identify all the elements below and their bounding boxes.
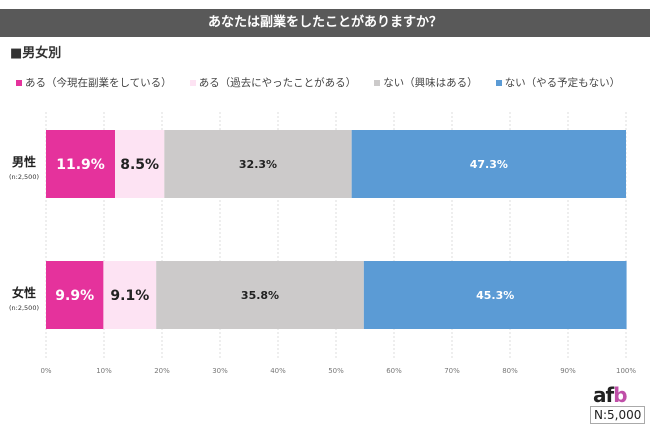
x-tick-label: 40% [270, 367, 286, 375]
legend-swatch [495, 80, 502, 86]
category-label: 男性 [12, 154, 36, 169]
bar-segment [363, 261, 627, 329]
bar-segment [351, 130, 626, 198]
bar-segment [115, 130, 165, 198]
legend-item: ない（やる予定もない） [495, 75, 621, 90]
data-label: 32.3% [239, 158, 277, 171]
legend-swatch [374, 80, 381, 86]
legend-label: ある（過去にやったことがある） [198, 77, 357, 89]
category-n: (n:2,500) [9, 304, 39, 312]
bar-segment [156, 261, 364, 329]
afb-logo: afb [593, 383, 628, 407]
x-tick-label: 60% [386, 367, 402, 375]
chart-subtitle: ■男女別 [10, 46, 62, 61]
legend-label: ない（やる予定もない） [504, 77, 621, 89]
bar-segment [46, 261, 104, 329]
category-label: 女性 [12, 285, 36, 300]
legend-item: ある（過去にやったことがある） [189, 75, 357, 90]
data-label: 45.3% [476, 289, 514, 302]
legend-swatch [189, 80, 196, 86]
bar-segment [103, 261, 157, 329]
x-tick-label: 90% [560, 367, 576, 375]
data-label: 35.8% [241, 289, 279, 302]
x-tick-label: 20% [154, 367, 170, 375]
data-label: 9.1% [110, 288, 149, 304]
legend-label: ある（今現在副業をしている） [25, 77, 172, 89]
data-label: 47.3% [470, 158, 508, 171]
data-label: 9.9% [55, 288, 94, 304]
legend-swatch [16, 80, 22, 86]
x-tick-label: 70% [444, 367, 460, 375]
legend-label: ない（興味はある） [383, 77, 478, 89]
legend-item: ある（今現在副業をしている） [16, 75, 172, 90]
data-label: 8.5% [120, 157, 159, 173]
x-tick-label: 100% [616, 367, 636, 375]
x-tick-label: 50% [328, 367, 344, 375]
legend-item: ない（興味はある） [374, 75, 478, 90]
category-n: (n:2,500) [9, 173, 39, 181]
data-label: 11.9% [56, 157, 105, 173]
x-tick-label: 30% [212, 367, 228, 375]
sample-size: N:5,000 [590, 406, 646, 424]
bar-segment [46, 130, 116, 198]
legend: ある（今現在副業をしている） ある（過去にやったことがある） ない（興味はある） ない… [16, 75, 620, 90]
x-tick-label: 0% [40, 367, 51, 375]
x-tick-label: 10% [96, 367, 112, 375]
bar-segment [164, 130, 352, 198]
x-tick-label: 80% [502, 367, 518, 375]
chart-title: あなたは副業をしたことがありますか？ [0, 9, 650, 37]
